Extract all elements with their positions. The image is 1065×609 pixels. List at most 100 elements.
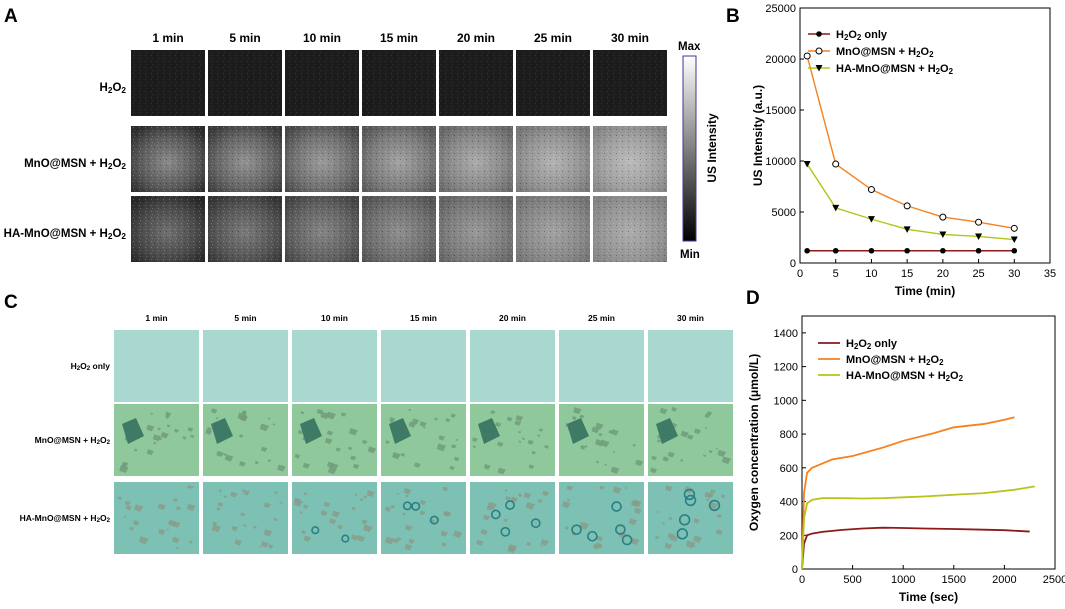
- label-part-sub1: 2: [926, 358, 931, 367]
- us-image-tile: [208, 50, 282, 116]
- label-part-sub2: 2: [867, 342, 872, 351]
- microscopy-tile: [114, 330, 199, 402]
- label-part-sub2: 2: [121, 162, 126, 171]
- data-point-ha: [903, 226, 911, 233]
- data-point-ha: [939, 231, 947, 238]
- label-part-pre: HA-MnO@MSN + H: [20, 513, 97, 523]
- microscopy-tile: [559, 482, 644, 554]
- panel-c-time-labels: 1 min 5 min 10 min 15 min 20 min 25 min 30 min: [145, 313, 704, 323]
- label-part-pre: HA-MnO@MSN + H: [836, 63, 936, 75]
- label-part-post: only: [871, 338, 898, 350]
- microscopy-tile: [381, 482, 466, 554]
- x-tick-label: 10: [865, 268, 877, 280]
- panel-a-time-label: 20 min: [457, 31, 495, 45]
- y-tick-label: 25000: [765, 3, 796, 15]
- us-image-tile: [439, 126, 513, 192]
- series-line-mno: [801, 416, 1015, 570]
- panel-c-row-label: H2O2 only: [71, 361, 111, 372]
- microscopy-tile: [381, 330, 466, 402]
- data-point-h2o2: [832, 247, 839, 254]
- microscopy-tile: [114, 482, 199, 554]
- panel-c-time-label: 30 min: [677, 313, 704, 323]
- panel-c-time-label: 1 min: [145, 313, 167, 323]
- label-part-sub2: 2: [949, 67, 954, 76]
- label-part-mid: O: [80, 361, 87, 371]
- us-image-tile: [593, 126, 667, 192]
- y-tick-label: 0: [792, 564, 798, 576]
- y-tick-label: 10000: [765, 156, 796, 168]
- y-tick-label: 1200: [774, 362, 798, 374]
- us-image-tile: [208, 196, 282, 262]
- data-point-mno: [803, 52, 811, 60]
- x-tick-label: 5: [833, 268, 839, 280]
- data-point-h2o2: [904, 247, 910, 254]
- x-tick-label: 1500: [942, 574, 966, 586]
- microscopy-tile: [470, 482, 555, 554]
- data-point-mno: [832, 160, 840, 168]
- label-part-mid: O: [931, 354, 940, 366]
- label-part-sub2: 2: [107, 439, 111, 446]
- label-part-sub1: 2: [946, 374, 951, 383]
- microscopy-tile: [203, 330, 288, 402]
- data-point-ha: [975, 233, 983, 240]
- legend-label-h2o2: H2O2 only: [846, 338, 898, 351]
- legend-marker: [816, 31, 822, 37]
- series-line-mno: [806, 55, 1015, 230]
- x-tick-label: 0: [797, 268, 803, 280]
- panel-c-time-label: 20 min: [499, 313, 526, 323]
- us-image-tile: [362, 50, 436, 116]
- data-point-h2o2: [1011, 247, 1018, 254]
- y-tick-label: 1400: [774, 328, 798, 340]
- plot-frame: [801, 315, 1056, 570]
- label-part-mid: O: [940, 63, 949, 75]
- panel-a-time-labels: 1 min 5 min 10 min 15 min 20 min 25 min 30 min: [152, 31, 649, 45]
- label-part-mid: O: [112, 228, 121, 240]
- panel-a-time-label: 30 min: [611, 31, 649, 45]
- microscopy-tile: [648, 482, 733, 554]
- legend-marker: [815, 65, 823, 72]
- colorbar-title: US Intensity: [705, 113, 719, 183]
- label-part-mid: O: [848, 29, 857, 41]
- microscopy-tile: [203, 482, 288, 554]
- microscopy-tile: [648, 330, 733, 402]
- panel-d-letter: D: [746, 288, 760, 309]
- label-part-sub1: 2: [108, 86, 113, 95]
- series-line-ha: [801, 485, 1035, 570]
- us-image-tile: [285, 50, 359, 116]
- panel-c-time-label: 10 min: [321, 313, 348, 323]
- label-part-sub2: 2: [857, 33, 862, 42]
- microscopy-tile: [203, 404, 288, 476]
- panel-a-row-label: H2O2: [100, 82, 127, 95]
- label-part-mid: O: [950, 370, 959, 382]
- label-part-pre: HA-MnO@MSN + H: [846, 370, 946, 382]
- panel-c-time-label: 15 min: [410, 313, 437, 323]
- data-point-mno: [903, 202, 911, 210]
- legend-label-ha: HA-MnO@MSN + H2O2: [846, 370, 964, 383]
- label-part-sub1: 2: [854, 342, 859, 351]
- panel-c-letter: C: [4, 292, 18, 313]
- label-part-sub1: 2: [77, 365, 81, 372]
- y-tick-label: 200: [780, 530, 798, 542]
- panel-a-row-label: MnO@MSN + H2O2: [24, 158, 126, 171]
- legend-label-ha: HA-MnO@MSN + H2O2: [836, 63, 954, 76]
- x-tick-label: 20: [937, 268, 949, 280]
- data-point-h2o2: [868, 247, 875, 254]
- label-part-pre: HA-MnO@MSN + H: [4, 228, 108, 240]
- colorbar-max-label: Max: [678, 41, 701, 53]
- y-tick-label: 600: [780, 463, 798, 475]
- legend-marker: [815, 47, 823, 55]
- panel-c-time-label: 25 min: [588, 313, 615, 323]
- data-point-mno: [867, 186, 875, 194]
- data-point-ha: [867, 216, 875, 223]
- y-tick-label: 1000: [774, 395, 798, 407]
- y-axis-title: Oxygen concentration (μmol/L): [747, 354, 761, 531]
- label-part-pre: H: [846, 338, 854, 350]
- label-part-pre: MnO@MSN + H: [846, 354, 926, 366]
- label-part-pre: MnO@MSN + H: [836, 46, 916, 58]
- panel-a-time-label: 25 min: [534, 31, 572, 45]
- panel-a-time-label: 5 min: [229, 31, 260, 45]
- us-image-tile: [593, 196, 667, 262]
- us-image-tile: [285, 196, 359, 262]
